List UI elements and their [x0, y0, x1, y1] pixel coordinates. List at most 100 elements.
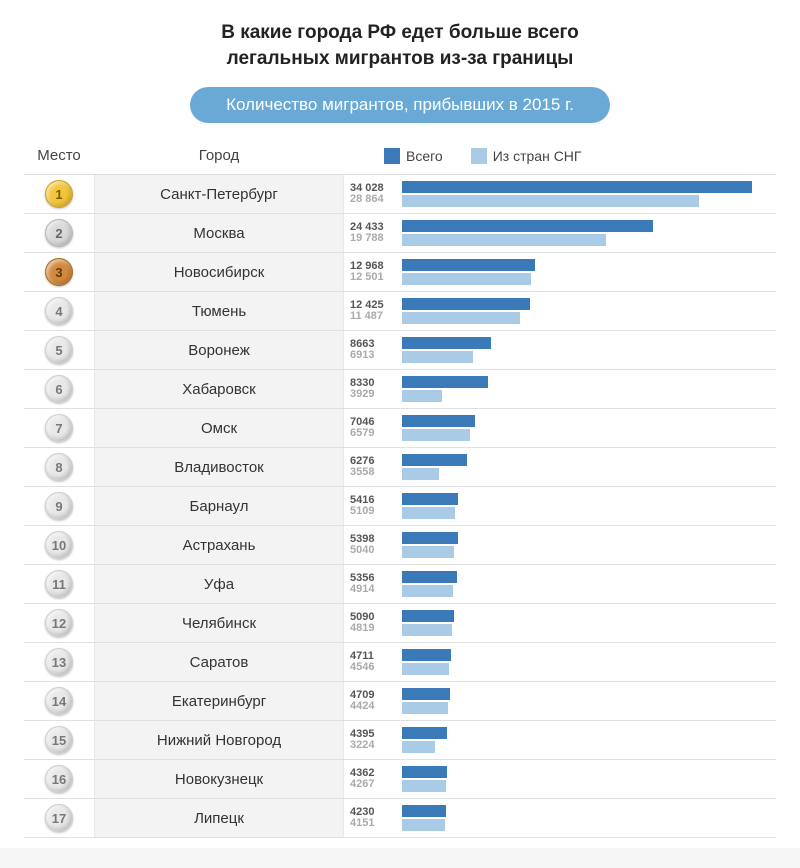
chart-cell: 53564914 — [344, 565, 776, 603]
rank-medal: 13 — [45, 648, 73, 676]
bars — [402, 298, 772, 324]
bar-cis — [402, 663, 449, 675]
value-cis: 4151 — [350, 818, 396, 829]
rank-cell: 13 — [24, 643, 94, 681]
chart-cell: 43624267 — [344, 760, 776, 798]
rank-medal: 2 — [45, 219, 73, 247]
city-cell: Тюмень — [94, 292, 344, 330]
infographic-container: В какие города РФ едет больше всего лега… — [0, 0, 800, 848]
value-labels: 12 96812 501 — [350, 261, 396, 283]
chart-cell: 47114546 — [344, 643, 776, 681]
value-cis: 4424 — [350, 701, 396, 712]
chart-cell: 50904819 — [344, 604, 776, 642]
bar-cis — [402, 468, 439, 480]
value-labels: 47114546 — [350, 651, 396, 673]
bar-total — [402, 220, 653, 232]
value-cis: 3224 — [350, 740, 396, 751]
value-cis: 4546 — [350, 662, 396, 673]
value-labels: 42304151 — [350, 807, 396, 829]
value-cis: 28 864 — [350, 194, 396, 205]
bars — [402, 415, 772, 441]
bar-cis — [402, 585, 453, 597]
bar-total — [402, 181, 752, 193]
table-header: Место Город Всего Из стран СНГ — [24, 141, 776, 175]
rank-medal: 5 — [45, 336, 73, 364]
rank-medal: 9 — [45, 492, 73, 520]
bar-total — [402, 532, 458, 544]
rank-medal: 17 — [45, 804, 73, 832]
city-cell: Новосибирск — [94, 253, 344, 291]
value-cis: 19 788 — [350, 233, 396, 244]
rank-cell: 16 — [24, 760, 94, 798]
bar-cis — [402, 546, 454, 558]
bar-total — [402, 649, 451, 661]
bars — [402, 376, 772, 402]
city-cell: Липецк — [94, 799, 344, 837]
table-row: 12Челябинск50904819 — [24, 604, 776, 643]
value-cis: 11 487 — [350, 311, 396, 322]
rank-cell: 8 — [24, 448, 94, 486]
bar-total — [402, 454, 467, 466]
table-row: 11Уфа53564914 — [24, 565, 776, 604]
table-row: 5Воронеж86636913 — [24, 331, 776, 370]
city-cell: Нижний Новгород — [94, 721, 344, 759]
rank-cell: 11 — [24, 565, 94, 603]
bar-total — [402, 493, 458, 505]
bar-cis — [402, 390, 442, 402]
table-row: 8Владивосток62763558 — [24, 448, 776, 487]
chart-cell: 54165109 — [344, 487, 776, 525]
value-labels: 43624267 — [350, 768, 396, 790]
bar-cis — [402, 624, 452, 636]
table-row: 14Екатеринбург47094424 — [24, 682, 776, 721]
main-title: В какие города РФ едет больше всего лега… — [24, 20, 776, 71]
rank-medal: 10 — [45, 531, 73, 559]
bar-cis — [402, 702, 448, 714]
table-row: 13 Саратов 47114546 — [24, 643, 776, 682]
city-cell: Екатеринбург — [94, 682, 344, 720]
value-cis: 5109 — [350, 506, 396, 517]
city-cell: Воронеж — [94, 331, 344, 369]
chart-cell: 12 42511 487 — [344, 292, 776, 330]
bar-total — [402, 727, 447, 739]
bars — [402, 649, 772, 675]
bar-total — [402, 688, 450, 700]
rank-cell: 3 — [24, 253, 94, 291]
bar-total — [402, 766, 447, 778]
bar-total — [402, 610, 454, 622]
rank-medal: 11 — [45, 570, 73, 598]
value-labels: 83303929 — [350, 378, 396, 400]
chart-cell: 12 96812 501 — [344, 253, 776, 291]
bar-cis — [402, 819, 445, 831]
value-labels: 50904819 — [350, 612, 396, 634]
value-cis: 4819 — [350, 623, 396, 634]
legend-cis: Из стран СНГ — [471, 148, 582, 164]
header-city: Город — [94, 147, 344, 164]
legend-cis-label: Из стран СНГ — [493, 148, 582, 164]
table-row: 6Хабаровск83303929 — [24, 370, 776, 409]
rank-cell: 17 — [24, 799, 94, 837]
chart-cell: 62763558 — [344, 448, 776, 486]
value-cis: 5040 — [350, 545, 396, 556]
rank-medal: 8 — [45, 453, 73, 481]
bars — [402, 727, 772, 753]
bars — [402, 220, 772, 246]
city-cell: Астрахань — [94, 526, 344, 564]
legend-cis-swatch — [471, 148, 487, 164]
bar-total — [402, 259, 535, 271]
bar-total — [402, 571, 457, 583]
bar-total — [402, 805, 446, 817]
subtitle-wrap: Количество мигрантов, прибывших в 2015 г… — [24, 87, 776, 123]
value-labels: 43953224 — [350, 729, 396, 751]
city-cell: Саратов — [94, 643, 344, 681]
rank-cell: 15 — [24, 721, 94, 759]
rank-cell: 7 — [24, 409, 94, 447]
bar-cis — [402, 780, 446, 792]
value-labels: 53564914 — [350, 573, 396, 595]
rank-cell: 2 — [24, 214, 94, 252]
bars — [402, 532, 772, 558]
bar-total — [402, 376, 488, 388]
table-row: 16Новокузнецк43624267 — [24, 760, 776, 799]
chart-cell: 34 02828 864 — [344, 175, 776, 213]
rank-medal: 14 — [45, 687, 73, 715]
rank-medal: 3 — [45, 258, 73, 286]
